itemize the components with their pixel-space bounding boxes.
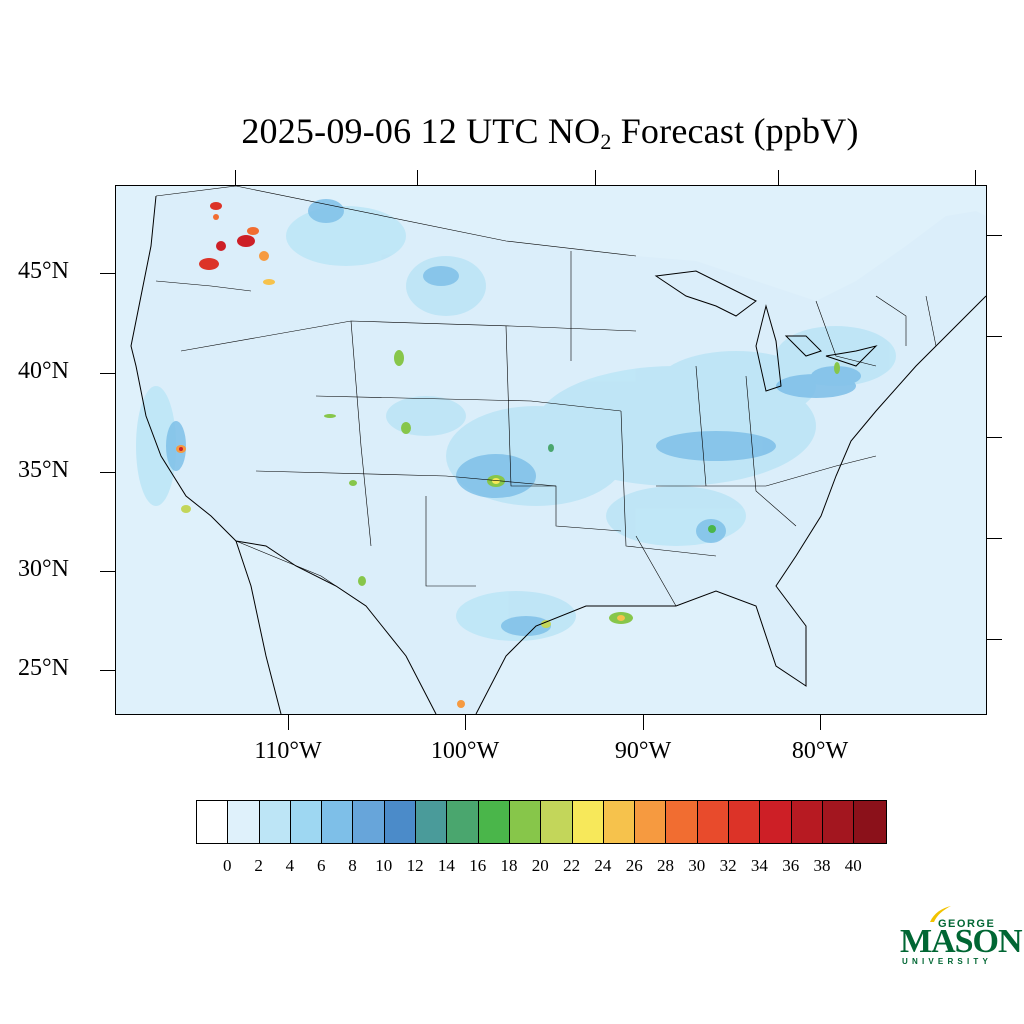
colorbar-swatch xyxy=(729,801,761,843)
colorbar-swatch xyxy=(197,801,229,843)
colorbar-tick-label: 36 xyxy=(782,856,800,875)
gmu-logo: GEORGE MASON UNIVERSITY xyxy=(900,905,1023,970)
logo-swoosh-icon xyxy=(930,906,951,922)
moderate-concentration-areas xyxy=(166,199,861,636)
colorbar-swatch xyxy=(822,801,855,843)
colorbar-swatch xyxy=(603,801,636,843)
colorbar-swatch xyxy=(384,801,417,843)
colorbar-tick-label: 4 xyxy=(285,856,295,875)
map-panel xyxy=(115,185,987,715)
lon-label-90w: 90°W xyxy=(614,738,672,764)
top-tick xyxy=(235,170,236,185)
logo-line3: UNIVERSITY xyxy=(902,957,993,966)
colorbar-tick-label: 10 xyxy=(375,856,393,875)
colorbar-tick-label: 24 xyxy=(594,856,612,875)
right-tick xyxy=(987,336,1002,337)
lat-label-45: 45°N xyxy=(18,258,69,284)
left-tick xyxy=(100,472,115,473)
colorbar-tick-label: 26 xyxy=(625,856,643,875)
colorbar-tick-label: 40 xyxy=(844,856,862,875)
lat-label-40: 40°N xyxy=(18,358,69,384)
lon-label-100w: 100°W xyxy=(430,738,500,764)
title-subscript: 2 xyxy=(600,129,612,154)
colorbar-swatch xyxy=(760,801,792,843)
left-tick xyxy=(100,373,115,374)
colorbar-tick-label: 6 xyxy=(316,856,326,875)
colorbar-tick-label: 8 xyxy=(348,856,357,875)
top-tick xyxy=(417,170,418,185)
left-tick xyxy=(100,571,115,572)
right-tick xyxy=(987,437,1002,438)
coastlines xyxy=(130,195,986,714)
colorbar-tick-label: 14 xyxy=(437,856,455,875)
colorbar-swatch xyxy=(666,801,698,843)
hotspots xyxy=(176,202,840,708)
bottom-tick xyxy=(288,715,289,730)
top-tick xyxy=(778,170,779,185)
right-tick xyxy=(987,538,1002,539)
colorbar-tick-label: 22 xyxy=(563,856,581,875)
top-tick xyxy=(595,170,596,185)
state-boundaries xyxy=(155,186,937,607)
left-tick xyxy=(100,670,115,671)
colorbar-swatch xyxy=(259,801,291,843)
colorbar-swatch xyxy=(509,801,542,843)
lat-label-25: 25°N xyxy=(18,655,69,681)
colorbar-swatch xyxy=(572,801,604,843)
colorbar-tick-label: 38 xyxy=(813,856,831,875)
right-tick xyxy=(987,235,1002,236)
title-suffix: Forecast (ppbV) xyxy=(611,111,859,151)
lon-label-110w: 110°W xyxy=(254,738,322,764)
colorbar xyxy=(196,800,887,844)
colorbar-tick-label: 16 xyxy=(469,856,487,875)
colorbar-swatch xyxy=(416,801,448,843)
colorbar-swatch xyxy=(322,801,354,843)
colorbar-swatch xyxy=(635,801,667,843)
plot-title: 2025-09-06 12 UTC NO2 Forecast (ppbV) xyxy=(0,110,1024,155)
colorbar-swatch xyxy=(854,801,886,843)
colorbar-tick-label: 32 xyxy=(719,856,737,875)
colorbar-tick-label: 34 xyxy=(750,856,768,875)
no2-forecast-map xyxy=(130,186,986,714)
colorbar-swatch xyxy=(447,801,479,843)
colorbar-swatch xyxy=(697,801,730,843)
colorbar-tick-label: 20 xyxy=(531,856,549,875)
colorbar-tick-label: 12 xyxy=(406,856,424,875)
colorbar-swatch xyxy=(541,801,573,843)
right-tick xyxy=(987,639,1002,640)
bottom-tick xyxy=(820,715,821,730)
bottom-tick xyxy=(465,715,466,730)
colorbar-swatch xyxy=(290,801,323,843)
colorbar-tick-label: 2 xyxy=(254,856,263,875)
colorbar-swatch xyxy=(353,801,385,843)
title-text: 2025-09-06 12 UTC NO xyxy=(241,111,601,151)
logo-line1: GEORGE xyxy=(938,918,996,930)
bottom-tick xyxy=(643,715,644,730)
lon-label-80w: 80°W xyxy=(791,738,849,764)
colorbar-swatch xyxy=(791,801,823,843)
colorbar-swatch xyxy=(478,801,510,843)
lat-label-35: 35°N xyxy=(18,457,69,483)
lat-label-30: 30°N xyxy=(18,556,69,582)
colorbar-tick-label: 18 xyxy=(500,856,518,875)
colorbar-tick-label: 30 xyxy=(688,856,706,875)
colorbar-tick-label: 0 xyxy=(223,856,232,875)
colorbar-swatch xyxy=(228,801,260,843)
left-tick xyxy=(100,273,115,274)
logo-line2: MASON xyxy=(900,923,1023,960)
top-tick xyxy=(975,170,976,185)
colorbar-tick-label: 28 xyxy=(657,856,674,875)
